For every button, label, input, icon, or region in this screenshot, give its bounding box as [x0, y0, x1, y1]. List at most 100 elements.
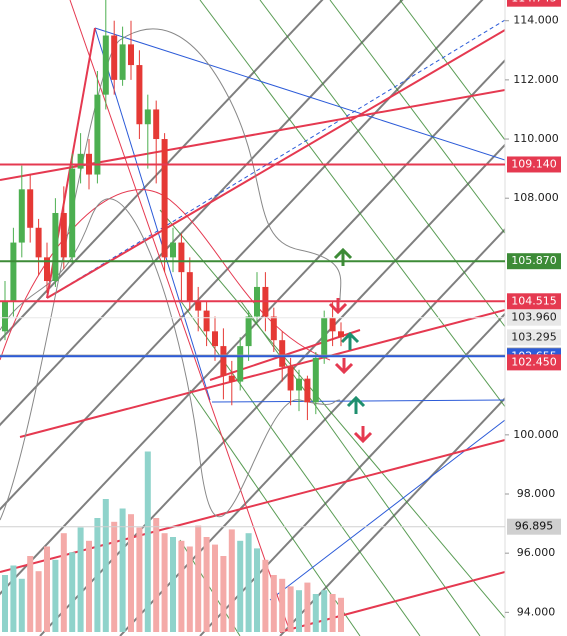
price-label-box [507, 354, 561, 371]
candle-body [304, 378, 311, 403]
candle-body [153, 109, 160, 140]
price-label: 104.515 [511, 294, 557, 307]
arrows [328, 247, 373, 444]
volume-bar [296, 590, 302, 632]
candles [2, 0, 344, 632]
candle-body [296, 378, 302, 391]
candle-body [270, 316, 277, 341]
candle-body [245, 316, 252, 347]
volume-bar [102, 499, 109, 632]
y-tick-label: 94.000 [517, 605, 556, 618]
candle-body [102, 35, 109, 95]
volume-bar [35, 571, 42, 632]
volume-bar [94, 518, 101, 632]
volume-bar [77, 527, 84, 632]
volume-bar [144, 451, 151, 632]
candle-body [161, 139, 168, 258]
volume-bar [220, 556, 227, 632]
volume-bar [52, 559, 59, 632]
candle-body [27, 189, 34, 228]
y-tick-label: 112.000 [513, 73, 559, 86]
price-label: 105.870 [511, 254, 557, 267]
volume-bar [338, 597, 344, 632]
candle-body [60, 212, 67, 258]
volume-bar [111, 521, 118, 632]
candle-body [321, 317, 328, 358]
candle-body [329, 317, 336, 332]
volume-bar [279, 578, 286, 632]
volume-bar [86, 540, 92, 632]
candle-body [77, 153, 84, 169]
price-label-box [507, 329, 561, 346]
candle-body [203, 310, 210, 332]
volume-bar [44, 546, 50, 632]
volume-bar [312, 594, 319, 632]
volume-bar [186, 546, 193, 632]
volume-bar [18, 578, 25, 632]
volume-bar [119, 508, 126, 632]
volume-bar [203, 537, 210, 632]
price-label-box [507, 253, 561, 270]
candle-body [312, 357, 319, 403]
y-tick-label: 114.000 [513, 14, 559, 27]
candle-body [69, 168, 76, 258]
price-label: 102.450 [511, 355, 557, 368]
candle-body [52, 212, 59, 282]
candle-body [144, 109, 151, 125]
candle-body [237, 346, 244, 382]
volume-bar [128, 514, 134, 632]
candle-body [220, 346, 227, 376]
volume-bar [2, 575, 8, 632]
candle-body [170, 242, 176, 258]
volume-bar [170, 537, 176, 632]
volume-bar [270, 575, 277, 632]
price-label: 114.745 [511, 0, 557, 5]
candle-body [228, 375, 235, 382]
volume-bar [10, 565, 17, 632]
price-label-box [507, 0, 561, 7]
y-tick-label: 110.000 [513, 132, 559, 145]
volume-bar [212, 544, 218, 632]
volume-bar [304, 582, 311, 632]
price-label-box [507, 293, 561, 310]
candle-body [10, 242, 17, 302]
y-tick-label: 108.000 [513, 191, 559, 204]
candle-body [338, 331, 344, 338]
candle-body [178, 242, 185, 273]
candle-body [18, 189, 25, 243]
candle-body [186, 272, 193, 302]
candle-body [128, 44, 134, 66]
candle-body [212, 331, 218, 347]
volume-bar [27, 556, 34, 632]
volume-bar [287, 586, 294, 632]
volume-bar [245, 533, 252, 632]
volume-bar [60, 533, 67, 632]
y-tick-label: 96.000 [517, 546, 556, 559]
candle-body [119, 44, 126, 80]
volume-bar [329, 594, 336, 632]
candle-body [287, 366, 294, 391]
volume-bar [136, 527, 143, 632]
volume-bar [237, 540, 244, 632]
candle-body [195, 301, 202, 311]
y-tick-label: 100.000 [513, 428, 559, 441]
volume-bar [195, 525, 202, 632]
candle-body [136, 65, 143, 125]
price-label: 109.140 [511, 157, 557, 170]
candle-body [94, 94, 101, 175]
candle-body [279, 340, 286, 367]
volume-bar [228, 529, 235, 632]
candle-body [35, 227, 42, 258]
volume-bar [321, 590, 328, 632]
price-label: 96.895 [515, 520, 554, 533]
volume-bar [178, 540, 185, 632]
y-tick-label: 98.000 [517, 487, 556, 500]
candle-body [2, 301, 8, 332]
candle-body [44, 257, 50, 282]
candle-body [111, 35, 118, 80]
volume-bar [161, 533, 168, 632]
price-label: 103.960 [511, 311, 557, 324]
price-label: 103.295 [511, 330, 557, 343]
price-label-box [507, 156, 561, 173]
